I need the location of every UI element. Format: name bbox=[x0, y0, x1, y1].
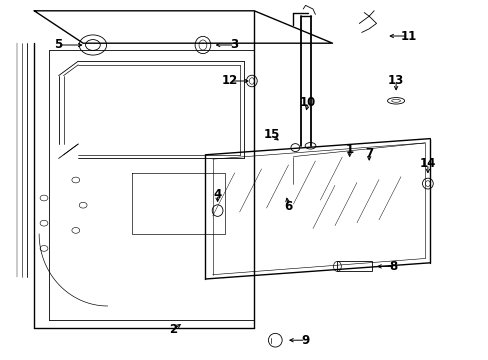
Text: 3: 3 bbox=[230, 39, 238, 51]
Text: 7: 7 bbox=[365, 147, 372, 159]
Text: 13: 13 bbox=[387, 75, 404, 87]
Text: 6: 6 bbox=[284, 201, 292, 213]
Text: 14: 14 bbox=[419, 157, 435, 170]
Bar bbox=[337, 261, 371, 271]
Text: 11: 11 bbox=[399, 30, 416, 42]
Text: 2: 2 bbox=[169, 323, 177, 336]
Text: 4: 4 bbox=[213, 188, 221, 201]
Text: 10: 10 bbox=[299, 96, 316, 109]
Text: 9: 9 bbox=[301, 334, 309, 347]
Text: 12: 12 bbox=[221, 75, 238, 87]
Text: 5: 5 bbox=[55, 39, 62, 51]
Text: 1: 1 bbox=[345, 143, 353, 156]
Text: 15: 15 bbox=[263, 129, 279, 141]
Text: 8: 8 bbox=[389, 260, 397, 273]
